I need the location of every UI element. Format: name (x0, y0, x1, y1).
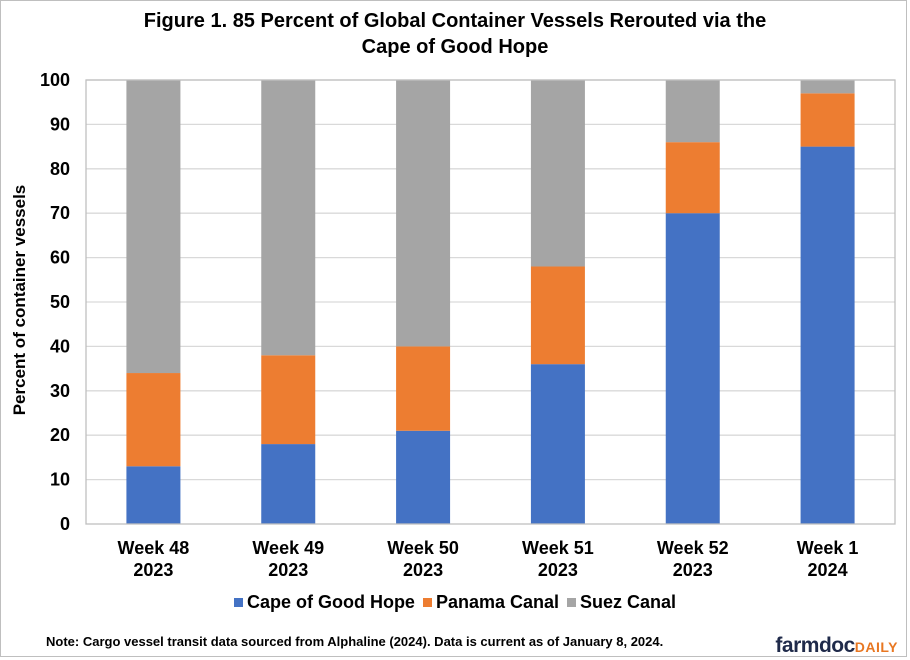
x-tick-label-1-line-1: Week 49 (252, 538, 324, 558)
legend-swatch-panama (422, 598, 432, 607)
legend: Cape of Good Hope Panama Canal Suez Cana… (0, 592, 910, 613)
x-tick-label-5-line-1: Week 1 (797, 538, 859, 558)
x-tick-label-0-line-2: 2023 (133, 560, 173, 580)
chart-title-line-2: Cape of Good Hope (361, 36, 549, 58)
x-tick-label-2-line-2: 2023 (403, 560, 443, 580)
source-note: Note: Cargo vessel transit data sourced … (46, 634, 664, 649)
y-tick-labels: 0 10 20 30 40 50 60 70 80 90 100 (40, 70, 70, 534)
legend-label-panama: Panama Canal (435, 592, 560, 612)
x-tick-label-3-line-2: 2023 (538, 560, 578, 580)
bar-cape-of-good-hope-1 (261, 444, 316, 524)
legend-swatch-suez (567, 598, 577, 607)
bar-cape-of-good-hope-3 (530, 364, 585, 524)
x-tick-label-1-line-2: 2023 (268, 560, 308, 580)
bar-cape-of-good-hope-4 (665, 213, 720, 524)
bar-suez-canal-5 (800, 80, 855, 94)
y-tick-label-20: 20 (50, 425, 70, 445)
bar-panama-canal-2 (396, 346, 451, 431)
bars (126, 80, 855, 524)
bar-panama-canal-5 (800, 93, 855, 147)
bar-suez-canal-4 (665, 80, 720, 143)
bar-panama-canal-1 (261, 355, 316, 445)
y-tick-label-100: 100 (40, 70, 70, 90)
logo-main: farmdoc (775, 634, 855, 657)
y-tick-label-60: 60 (50, 248, 70, 268)
bar-suez-canal-3 (530, 80, 585, 267)
legend-swatch-cape (233, 598, 243, 607)
gridlines (86, 79, 895, 481)
bar-suez-canal-1 (261, 80, 316, 356)
y-tick-label-80: 80 (50, 159, 70, 179)
y-tick-label-70: 70 (50, 203, 70, 223)
plot-area-border (85, 79, 896, 525)
x-tick-label-3-line-1: Week 51 (522, 538, 594, 558)
y-tick-label-50: 50 (50, 292, 70, 312)
legend-item-cape: Cape of Good Hope (233, 592, 415, 613)
y-tick-label-90: 90 (50, 114, 70, 134)
x-tick-label-4-line-2: 2023 (673, 560, 713, 580)
bar-cape-of-good-hope-5 (800, 146, 855, 524)
legend-item-panama: Panama Canal (422, 592, 560, 613)
bar-panama-canal-4 (665, 142, 720, 214)
legend-label-suez: Suez Canal (580, 592, 677, 612)
y-tick-label-10: 10 (50, 470, 70, 490)
x-tick-label-5-line-2: 2024 (808, 560, 848, 580)
y-tick-label-40: 40 (50, 336, 70, 356)
axes (85, 79, 896, 525)
bar-suez-canal-2 (396, 80, 451, 347)
legend-item-suez: Suez Canal (567, 592, 676, 613)
legend-label-cape: Cape of Good Hope (246, 592, 415, 612)
x-tick-label-0-line-1: Week 48 (118, 538, 190, 558)
logo-accent: DAILY (854, 639, 898, 655)
farmdoc-daily-logo: farmdocDAILY (775, 634, 898, 658)
x-tick-label-4-line-1: Week 52 (657, 538, 729, 558)
chart-title-line-1: Figure 1. 85 Percent of Global Container… (143, 10, 767, 32)
chart-title: Figure 1. 85 Percent of Global Container… (0, 8, 910, 60)
y-tick-label-0: 0 (60, 514, 70, 534)
bar-suez-canal-0 (126, 80, 181, 374)
x-tick-label-2-line-1: Week 50 (387, 538, 459, 558)
bar-cape-of-good-hope-0 (126, 466, 181, 524)
bar-cape-of-good-hope-2 (396, 430, 451, 524)
bar-panama-canal-0 (126, 373, 181, 467)
y-tick-label-30: 30 (50, 381, 70, 401)
bar-panama-canal-3 (530, 266, 585, 365)
